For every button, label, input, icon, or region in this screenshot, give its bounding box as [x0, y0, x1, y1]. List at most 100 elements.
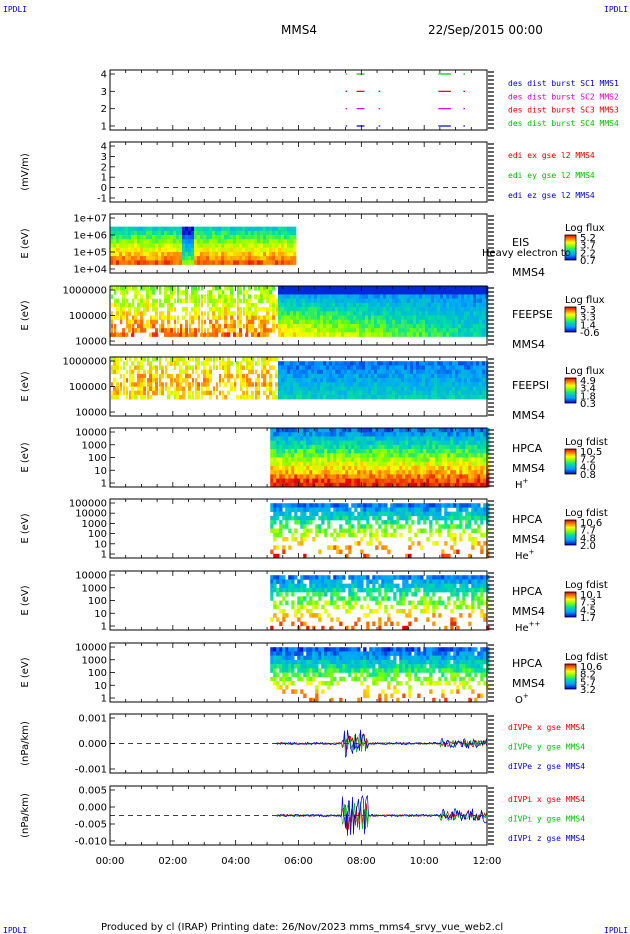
spectrogram-cell — [303, 507, 307, 512]
spectrogram-cell — [134, 382, 138, 387]
spectrogram-cell — [378, 436, 382, 441]
spectrogram-cell — [383, 332, 387, 337]
spectrogram-cell — [429, 436, 433, 441]
spectrogram-cell — [339, 449, 343, 454]
spectrogram-cell — [452, 390, 456, 396]
spectrogram-cell — [287, 394, 291, 400]
spectrogram-cell — [273, 482, 277, 488]
data-gap-line — [215, 357, 216, 405]
spectrogram-cell — [456, 503, 460, 508]
spectrogram-cell — [482, 307, 486, 312]
spectrogram-cell — [257, 251, 261, 257]
spectrogram-cell — [348, 470, 352, 475]
spectrogram-cell — [275, 386, 279, 392]
spectrogram-cell — [456, 461, 460, 467]
spectrogram-cell — [110, 390, 114, 396]
spectrogram-cell — [329, 286, 333, 291]
spectrogram-cell — [281, 239, 285, 244]
spectrogram-cell — [398, 294, 402, 299]
spectrogram-cell — [194, 361, 198, 366]
spectrogram-cell — [363, 432, 367, 437]
spectrogram-cell — [248, 315, 252, 321]
spectrogram-cell — [300, 532, 304, 538]
spectrogram-cell — [251, 243, 255, 249]
spectrogram-cell — [329, 323, 333, 329]
spectrogram-cell — [275, 382, 279, 387]
spectrogram-cell — [467, 373, 471, 379]
spectrogram-cell — [353, 394, 357, 400]
spectrogram-cell — [360, 515, 364, 521]
spectrogram-cell — [425, 323, 429, 329]
spectrogram-cell — [410, 319, 414, 325]
spectrogram-cell — [182, 357, 186, 362]
spectrogram-cell — [131, 369, 135, 375]
spectrogram-cell — [281, 390, 285, 396]
spectrogram-cell — [197, 294, 201, 299]
spectrogram-cell — [456, 465, 460, 471]
spectrogram-cell — [110, 294, 114, 299]
data-gap-line — [206, 286, 207, 334]
spectrogram-cell — [386, 298, 390, 304]
spectrogram-cell — [164, 247, 168, 253]
spectrogram-cell — [119, 386, 123, 392]
spectrogram-cell — [333, 470, 337, 475]
spectrogram-cell — [128, 394, 132, 400]
spectrogram-cell — [143, 323, 147, 329]
spectrogram-cell — [369, 465, 373, 471]
spectrogram-cell — [383, 365, 387, 370]
data-gap-line — [218, 357, 219, 405]
spectrogram-cell — [377, 311, 381, 316]
spectrogram-cell — [300, 478, 304, 484]
spectrogram-cell — [350, 369, 354, 375]
spectrogram-cell — [110, 239, 114, 244]
spectrogram-cell — [131, 332, 135, 337]
spectrogram-cell — [161, 260, 165, 265]
spectrogram-cell — [401, 361, 405, 366]
spectrogram-cell — [456, 515, 460, 521]
spectrogram-cell — [452, 378, 456, 383]
spectrogram-cell — [461, 378, 465, 383]
spectrogram-cell — [128, 369, 132, 375]
spectrogram-cell — [338, 286, 342, 291]
spectrogram-cell — [377, 298, 381, 304]
spectrogram-cell — [300, 520, 304, 525]
spectrogram-cell — [239, 328, 243, 333]
spectrogram-cell — [434, 373, 438, 379]
spectrogram-cell — [365, 294, 369, 299]
spectrogram-cell — [309, 449, 313, 454]
spectrogram-cell — [320, 394, 324, 400]
spectrogram-cell — [140, 394, 144, 400]
spectrogram-cell — [188, 328, 192, 333]
spectrogram-cell — [359, 332, 363, 337]
spectrogram-cell — [399, 507, 403, 512]
spectrogram-cell — [449, 315, 453, 321]
spectrogram-cell — [281, 361, 285, 366]
spectrogram-cell — [477, 449, 481, 454]
spectrogram-cell — [357, 453, 361, 458]
spectrogram-cell — [440, 307, 444, 312]
spectrogram-cell — [410, 386, 414, 392]
spectrogram-cell — [329, 332, 333, 337]
spectrogram-cell — [149, 290, 153, 295]
spectrogram-cell — [314, 378, 318, 383]
spectrogram-cell — [384, 528, 388, 534]
spectrogram-cell — [432, 507, 436, 512]
spectrogram-cell — [429, 524, 433, 529]
spectrogram-cell — [474, 478, 478, 484]
spectrogram-cell — [318, 528, 322, 534]
spectrogram-cell — [227, 332, 231, 337]
spectrogram-cell — [345, 515, 349, 521]
spectrogram-cell — [368, 294, 372, 299]
spectrogram-cell — [113, 226, 117, 232]
spectrogram-cell — [260, 315, 264, 321]
spectrogram-cell — [420, 440, 424, 446]
spectrogram-cell — [413, 361, 417, 366]
spectrogram-cell — [384, 449, 388, 454]
spectrogram-cell — [450, 515, 454, 521]
spectrogram-cell — [254, 230, 258, 236]
spectrogram-cell — [167, 256, 171, 261]
spectrogram-cell — [173, 251, 177, 257]
spectrogram-cell — [471, 503, 475, 508]
spectrogram-cell — [482, 378, 486, 383]
spectrogram-cell — [453, 470, 457, 475]
